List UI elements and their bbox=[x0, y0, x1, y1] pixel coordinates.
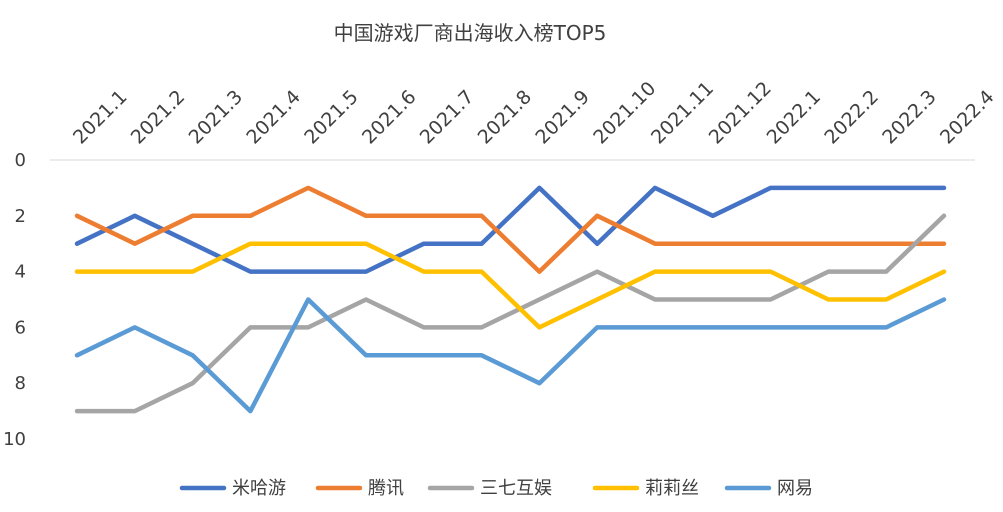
legend-item: 三七互娱 bbox=[427, 478, 552, 499]
x-tick-label: 2021.12 bbox=[705, 77, 776, 148]
series-line bbox=[74, 297, 947, 414]
chart-title: 中国游戏厂商出海收入榜TOP5 bbox=[334, 21, 607, 45]
x-tick-label: 2021.4 bbox=[242, 86, 305, 149]
x-axis-tick-labels: 2021.12021.22021.32021.42021.52021.62021… bbox=[69, 77, 999, 148]
legend-item: 网易 bbox=[724, 478, 813, 499]
legend-label: 网易 bbox=[777, 478, 813, 499]
legend: 米哈游 腾讯 三七互娱 莉莉丝 网易 bbox=[179, 478, 813, 499]
x-tick-label: 2021.5 bbox=[300, 86, 363, 149]
x-tick-label: 2021.8 bbox=[474, 86, 537, 149]
y-tick-label: 2 bbox=[15, 206, 26, 227]
legend-label: 莉莉丝 bbox=[645, 478, 699, 499]
x-tick-label: 2021.10 bbox=[589, 77, 660, 148]
x-tick-label: 2021.3 bbox=[185, 86, 248, 149]
x-tick-label: 2021.9 bbox=[531, 86, 594, 149]
legend-label: 米哈游 bbox=[232, 478, 286, 499]
y-axis-tick-labels: 0 2 4 6 8 10 bbox=[3, 150, 26, 450]
legend-item: 米哈游 bbox=[179, 478, 286, 499]
y-tick-label: 8 bbox=[15, 373, 26, 394]
y-tick-label: 10 bbox=[3, 429, 26, 450]
x-tick-label: 2021.11 bbox=[647, 77, 718, 148]
x-tick-label: 2021.7 bbox=[416, 86, 479, 149]
y-tick-label: 4 bbox=[15, 262, 26, 283]
x-tick-label: 2021.1 bbox=[69, 86, 132, 149]
legend-item: 莉莉丝 bbox=[592, 478, 699, 499]
y-tick-label: 6 bbox=[15, 317, 26, 338]
series-line bbox=[74, 185, 947, 274]
x-tick-label: 2022.2 bbox=[820, 86, 883, 149]
legend-label: 腾讯 bbox=[368, 478, 404, 499]
x-tick-label: 2022.4 bbox=[936, 86, 999, 149]
legend-label: 三七互娱 bbox=[480, 478, 552, 499]
series-line bbox=[74, 241, 947, 330]
legend-item: 腾讯 bbox=[315, 478, 404, 499]
series-lines bbox=[74, 185, 947, 414]
y-tick-label: 0 bbox=[15, 150, 26, 171]
x-tick-label: 2021.6 bbox=[358, 86, 421, 149]
x-tick-label: 2022.3 bbox=[878, 86, 941, 149]
x-tick-label: 2021.2 bbox=[127, 86, 190, 149]
series-line bbox=[74, 185, 947, 274]
